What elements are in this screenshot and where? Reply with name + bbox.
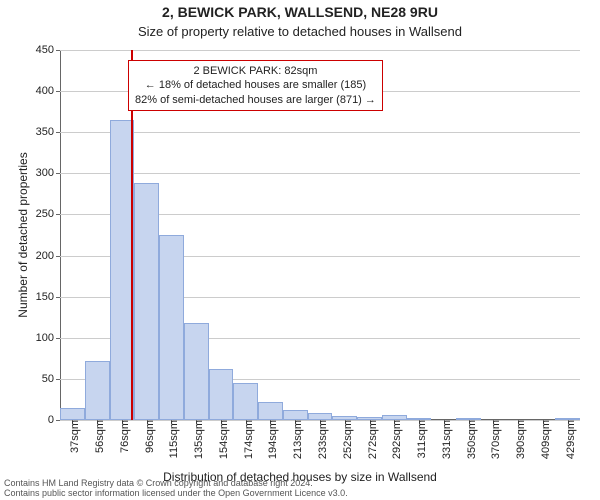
histogram-bar bbox=[209, 369, 234, 420]
y-tick-mark bbox=[56, 297, 60, 298]
histogram-bar bbox=[60, 408, 85, 420]
annotation-line: 82% of semi-detached houses are larger (… bbox=[135, 93, 376, 107]
x-tick-label: 37sqm bbox=[63, 420, 81, 453]
y-tick-mark bbox=[56, 173, 60, 174]
histogram-bar bbox=[184, 323, 209, 420]
histogram-bar bbox=[85, 361, 110, 420]
footer-line: Contains public sector information licen… bbox=[4, 488, 348, 498]
histogram-bar bbox=[159, 235, 184, 420]
page-subtitle: Size of property relative to detached ho… bbox=[0, 24, 600, 39]
histogram-bar bbox=[233, 383, 258, 420]
x-tick-label: 135sqm bbox=[187, 420, 205, 459]
x-tick-label: 350sqm bbox=[460, 420, 478, 459]
y-tick-mark bbox=[56, 214, 60, 215]
grid-line bbox=[60, 173, 580, 174]
y-tick-mark bbox=[56, 379, 60, 380]
x-tick-label: 194sqm bbox=[261, 420, 279, 459]
x-tick-label: 56sqm bbox=[88, 420, 106, 453]
x-tick-label: 115sqm bbox=[162, 420, 180, 458]
x-tick-label: 390sqm bbox=[509, 420, 527, 459]
y-axis-label: Number of detached properties bbox=[16, 50, 30, 420]
y-tick-mark bbox=[56, 256, 60, 257]
x-tick-label: 96sqm bbox=[138, 420, 156, 453]
annotation-line: 2 BEWICK PARK: 82sqm bbox=[135, 64, 376, 78]
footer-line: Contains HM Land Registry data © Crown c… bbox=[4, 478, 348, 488]
grid-line bbox=[60, 132, 580, 133]
x-tick-label: 331sqm bbox=[435, 420, 453, 459]
histogram-bar bbox=[134, 183, 159, 420]
x-tick-label: 272sqm bbox=[361, 420, 379, 459]
x-tick-label: 252sqm bbox=[336, 420, 354, 459]
histogram-bar bbox=[258, 402, 283, 420]
y-tick-mark bbox=[56, 420, 60, 421]
histogram-bar bbox=[283, 410, 308, 420]
x-tick-label: 174sqm bbox=[237, 420, 255, 459]
y-tick-mark bbox=[56, 91, 60, 92]
y-tick-mark bbox=[56, 338, 60, 339]
histogram-plot: 05010015020025030035040045037sqm56sqm76s… bbox=[60, 50, 580, 420]
y-tick-mark bbox=[56, 132, 60, 133]
grid-line bbox=[60, 50, 580, 51]
x-tick-label: 311sqm bbox=[410, 420, 428, 458]
annotation-box: 2 BEWICK PARK: 82sqm← 18% of detached ho… bbox=[128, 60, 383, 111]
x-tick-label: 213sqm bbox=[286, 420, 304, 459]
x-tick-label: 409sqm bbox=[534, 420, 552, 459]
chart-container: 2, BEWICK PARK, WALLSEND, NE28 9RU Size … bbox=[0, 0, 600, 500]
x-tick-label: 429sqm bbox=[559, 420, 577, 459]
annotation-line: ← 18% of detached houses are smaller (18… bbox=[135, 78, 376, 92]
x-tick-label: 292sqm bbox=[385, 420, 403, 459]
y-tick-mark bbox=[56, 50, 60, 51]
footer-attribution: Contains HM Land Registry data © Crown c… bbox=[4, 478, 348, 498]
x-tick-label: 76sqm bbox=[113, 420, 131, 453]
x-tick-label: 154sqm bbox=[212, 420, 230, 459]
x-tick-label: 370sqm bbox=[484, 420, 502, 459]
page-title: 2, BEWICK PARK, WALLSEND, NE28 9RU bbox=[0, 4, 600, 20]
x-tick-label: 233sqm bbox=[311, 420, 329, 459]
